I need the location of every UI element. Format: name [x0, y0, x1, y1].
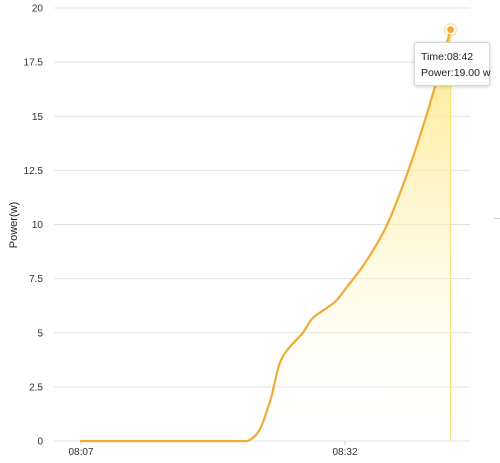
- tooltip-power-label: Power:: [421, 67, 454, 79]
- power-series-line: [79, 28, 452, 443]
- hover-tooltip: Time:08:42 Power:19.00 w: [414, 42, 490, 86]
- tooltip-time-row: Time:08:42: [421, 49, 489, 65]
- x-axis-ticks: 08:07 08:32: [68, 441, 358, 458]
- hover-point[interactable]: [446, 25, 456, 35]
- power-area-fill: [81, 29, 451, 442]
- tooltip-time-label: Time:: [421, 51, 447, 63]
- grid-lines: [54, 7, 470, 442]
- y-tick-label: 10: [32, 220, 44, 231]
- side-divider-mark: [494, 218, 500, 219]
- tooltip-time-value: 08:42: [446, 51, 474, 63]
- y-tick-label: 15: [32, 112, 44, 123]
- y-axis-title: Power(w): [8, 202, 20, 248]
- x-tick-label: 08:32: [332, 447, 357, 458]
- y-tick-label: 2.5: [29, 382, 43, 393]
- y-tick-label: 12.5: [24, 166, 44, 177]
- x-tick-label: 08:07: [68, 447, 93, 458]
- y-tick-label: 17.5: [24, 58, 44, 69]
- tooltip-power-row: Power:19.00 w: [421, 65, 491, 81]
- y-tick-label: 0: [37, 437, 43, 448]
- y-tick-label: 7.5: [29, 274, 43, 285]
- y-tick-label: 20: [32, 4, 44, 15]
- y-axis-ticks: 0 2.5 5 7.5 10 12.5 15 17.5 20: [24, 4, 44, 448]
- tooltip-power-value: 19.00 w: [453, 67, 491, 79]
- y-tick-label: 5: [37, 328, 43, 339]
